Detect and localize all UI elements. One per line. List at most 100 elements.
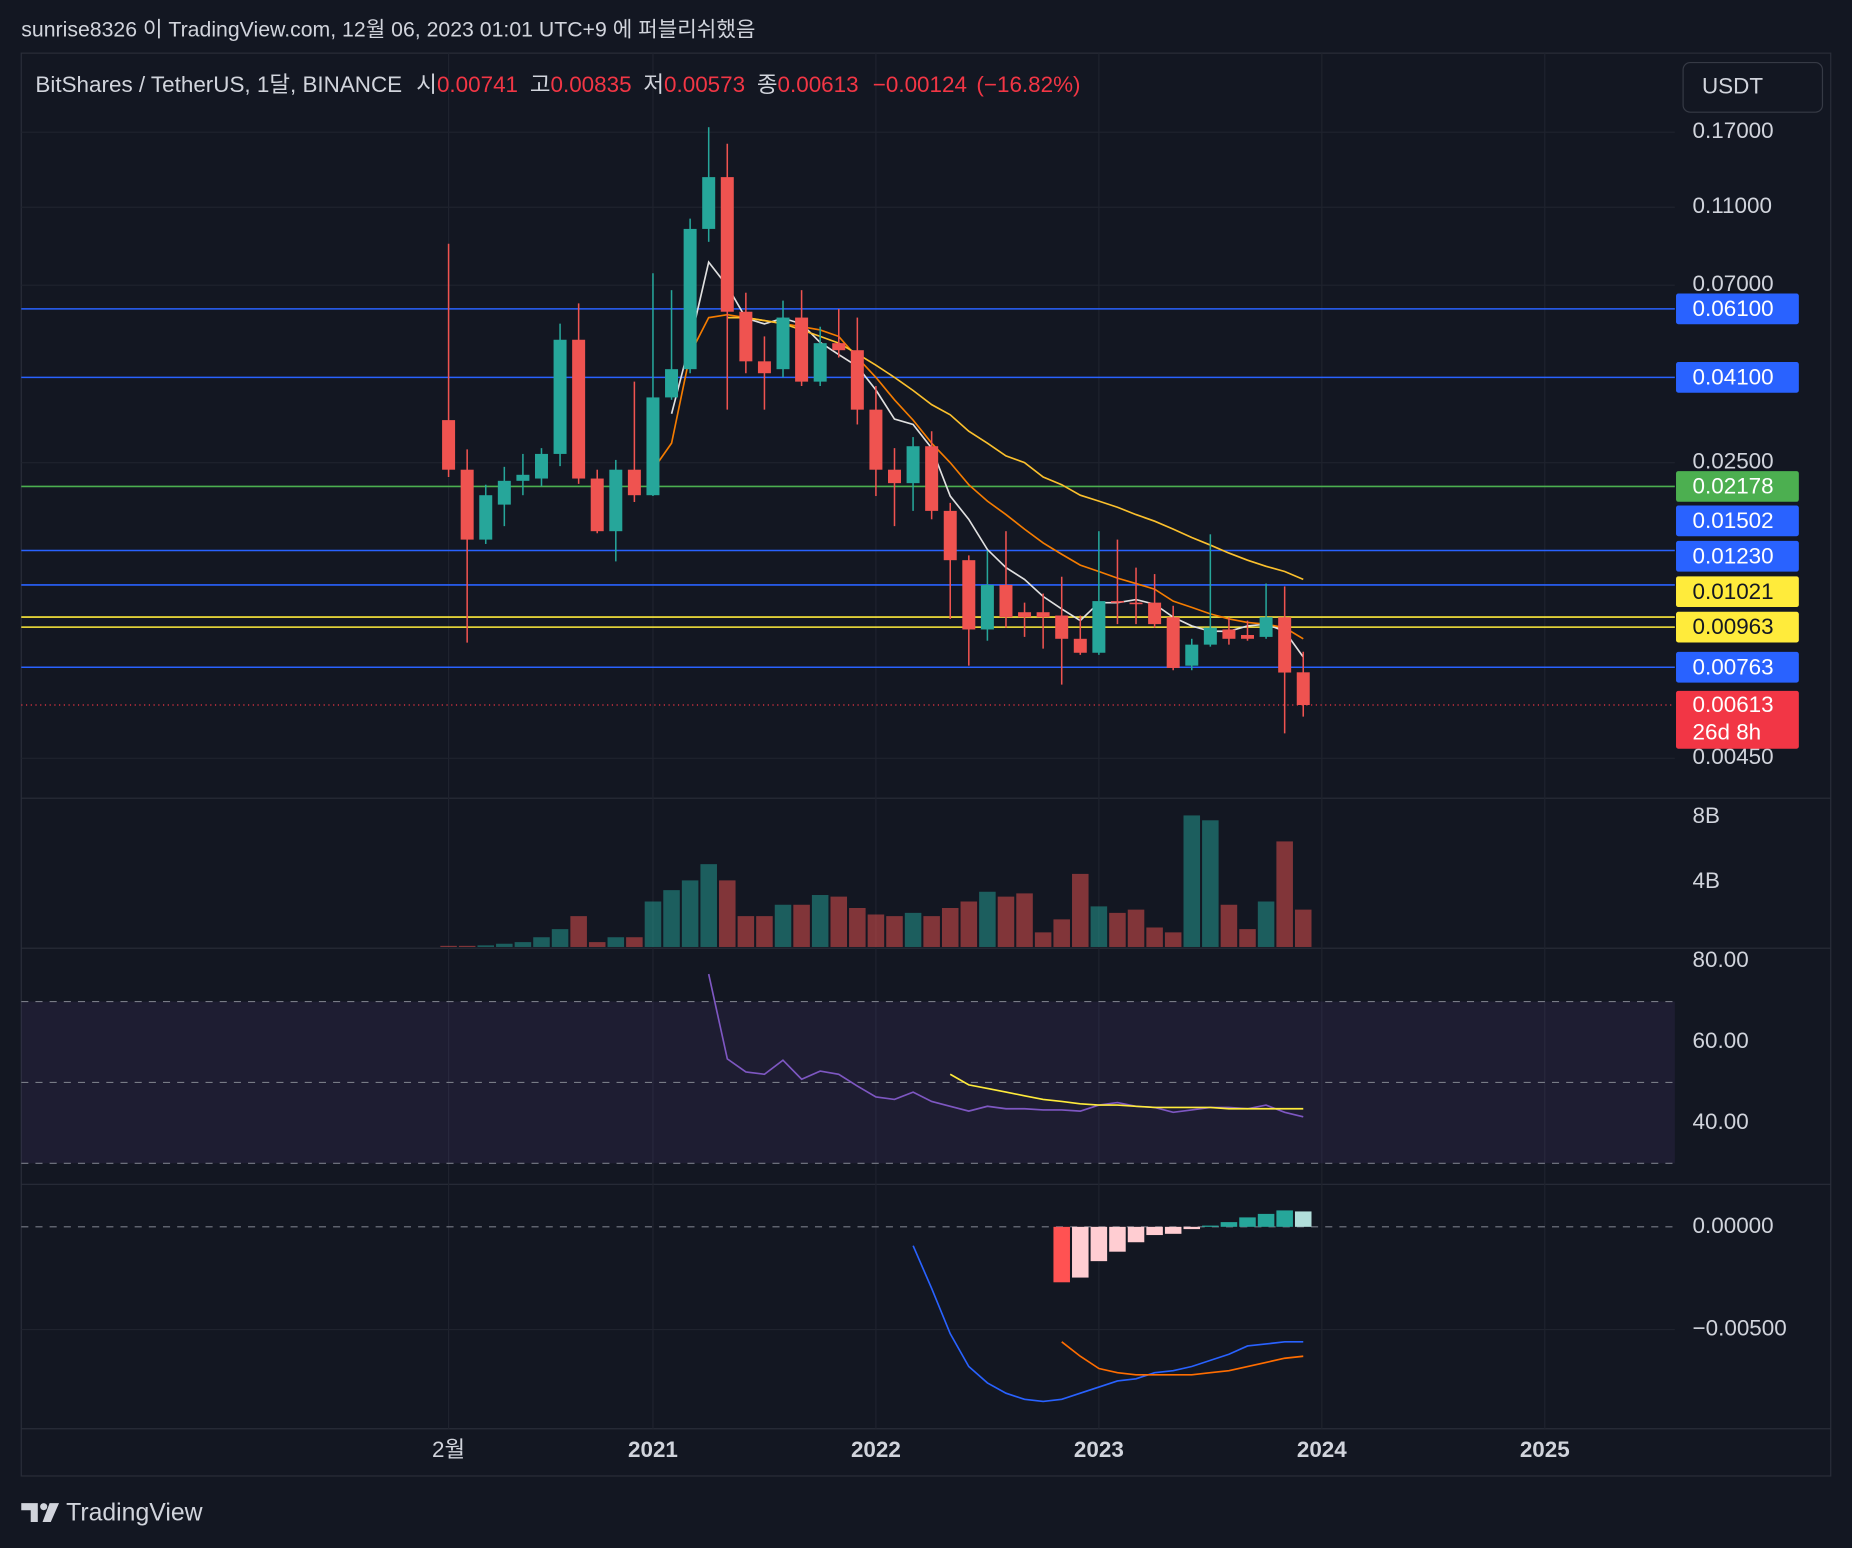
macd-histogram-bar xyxy=(1164,1226,1182,1234)
candle-body xyxy=(1222,629,1236,639)
volume-bar xyxy=(867,914,885,947)
volume-bar xyxy=(496,943,513,947)
candle-body xyxy=(572,339,586,479)
price-line-label: 0.01230 xyxy=(1693,543,1774,568)
macd-line xyxy=(912,1245,1304,1403)
volume-bar xyxy=(570,916,587,947)
volume-bar xyxy=(1034,932,1052,947)
candle-body xyxy=(943,510,957,561)
ohlc-label: 시 xyxy=(416,72,437,97)
candle-body xyxy=(665,369,679,398)
legend: BitShares / TetherUS, 1달, BINANCE 시0.0074… xyxy=(35,72,1080,97)
candle-body xyxy=(646,397,660,496)
volume-bar xyxy=(1109,912,1126,947)
macd-line xyxy=(1061,1341,1304,1376)
y-tick-label: 60.00 xyxy=(1693,1028,1749,1053)
candle-body xyxy=(795,317,809,382)
volume-bar xyxy=(1220,904,1238,947)
macd-histogram-bar xyxy=(1220,1222,1238,1227)
candle-body xyxy=(832,343,846,351)
candle-body xyxy=(683,228,697,370)
change-pct: (−16.82%) xyxy=(976,72,1080,97)
volume-bar xyxy=(663,890,680,947)
price-line-label: 0.04100 xyxy=(1693,364,1774,389)
volume-bar xyxy=(588,942,606,947)
volume-bar xyxy=(774,904,792,947)
price-line-label: 0.00763 xyxy=(1693,654,1774,679)
volume-bar xyxy=(440,945,457,947)
chart-frame xyxy=(20,52,1832,1477)
volume-bar xyxy=(1294,909,1312,947)
volume-bar xyxy=(1127,909,1145,947)
macd-histogram-bar xyxy=(1276,1210,1293,1227)
y-tick-label: 0.11000 xyxy=(1693,193,1772,218)
currency-button[interactable]: USDT xyxy=(1682,61,1824,113)
volume-bar xyxy=(644,901,662,947)
candle-body xyxy=(925,446,939,511)
volume-bar xyxy=(997,896,1015,947)
volume-bar xyxy=(1072,873,1089,947)
currency[interactable]: USDT xyxy=(1702,73,1763,98)
price-line-label-box xyxy=(1676,651,1799,683)
candle-body xyxy=(980,584,994,630)
volume-bar xyxy=(551,929,569,947)
volume-bar xyxy=(830,896,848,947)
volume-bar xyxy=(1202,820,1219,947)
candle-body xyxy=(869,409,883,470)
volume-bar xyxy=(1090,906,1108,947)
candle-body xyxy=(1036,612,1050,618)
volume-bar xyxy=(756,916,773,947)
candle-body xyxy=(590,478,604,532)
candle-body xyxy=(720,177,734,312)
volume-bar xyxy=(1239,929,1256,947)
logo-shape xyxy=(40,1503,48,1511)
volume-bar xyxy=(1276,841,1293,947)
ohlc-value: 0.00835 xyxy=(550,72,631,97)
macd-histogram-bar xyxy=(1294,1211,1312,1227)
macd-histogram-bar xyxy=(1183,1226,1201,1230)
volume-bar xyxy=(681,880,699,947)
ohlc-value: 0.00573 xyxy=(664,72,745,97)
candle-body xyxy=(776,317,790,370)
candle-body xyxy=(962,560,976,630)
macd-histogram-bar xyxy=(1257,1213,1275,1227)
candle-body xyxy=(516,474,530,481)
publish-info: sunrise8326 이 TradingView.com, 12월 06, 2… xyxy=(21,17,755,41)
price-line-label-box xyxy=(1676,576,1799,608)
candle-body xyxy=(1092,601,1106,653)
candle-body xyxy=(906,446,920,484)
volume-bar xyxy=(1146,927,1163,947)
candle-body xyxy=(534,453,548,479)
volume-bar xyxy=(886,916,903,947)
logo-shape xyxy=(21,1503,38,1523)
macd-histogram-bar xyxy=(1090,1226,1108,1262)
price-line-label: 0.01021 xyxy=(1693,579,1774,604)
price-line-label-box xyxy=(1676,362,1799,393)
rsi-line xyxy=(949,1073,1304,1110)
ohlc-value: 0.00613 xyxy=(778,72,859,97)
currency-button-box[interactable] xyxy=(1682,61,1824,113)
logo-shape xyxy=(42,1503,60,1523)
volume-bar xyxy=(904,912,922,947)
price-line-label: 0.02178 xyxy=(1693,474,1774,499)
volume-bar xyxy=(533,937,550,947)
candle-body xyxy=(1148,602,1162,625)
ohlc-label: 종 xyxy=(757,72,778,97)
x-tick-label: 2022 xyxy=(851,1437,901,1462)
price-line-label-box xyxy=(1676,505,1799,537)
moving-average xyxy=(727,316,1304,581)
volume-bar xyxy=(700,864,717,947)
price-line-label-box xyxy=(1676,540,1799,572)
last-price-label: 0.00613 xyxy=(1693,692,1774,717)
symbol: BitShares / TetherUS, 1달, BINANCE xyxy=(35,72,402,97)
volume-bar xyxy=(1257,901,1275,947)
change: −0.00124 xyxy=(873,72,967,97)
candle-body xyxy=(757,361,771,374)
countdown: 26d 8h xyxy=(1693,719,1762,744)
y-tick-label: 8B xyxy=(1693,803,1720,828)
macd-histogram-bar xyxy=(1109,1226,1126,1252)
x-tick-label: 2025 xyxy=(1520,1437,1570,1462)
candle-body xyxy=(1241,635,1255,639)
ohlc-value: 0.00741 xyxy=(437,72,518,97)
